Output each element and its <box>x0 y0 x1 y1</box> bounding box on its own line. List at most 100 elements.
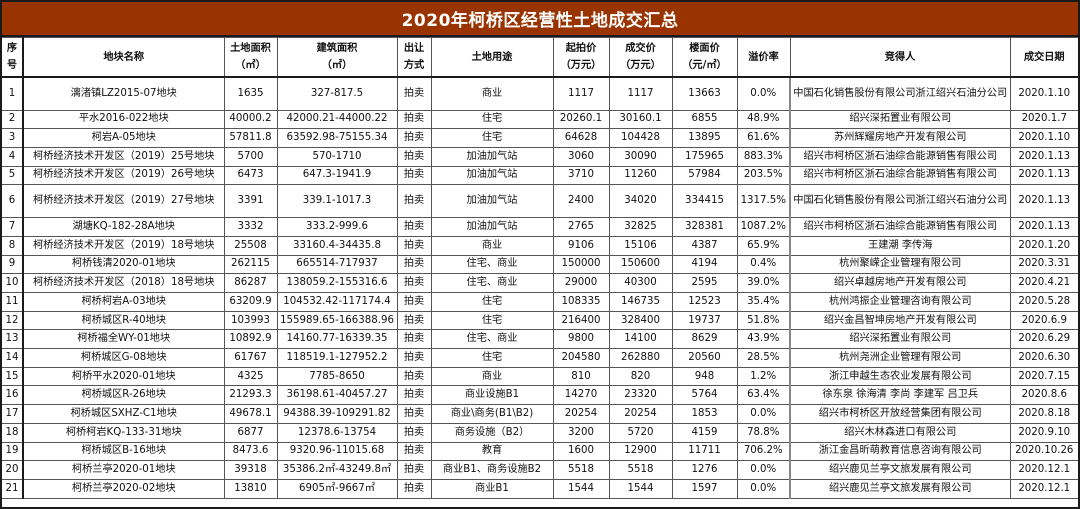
cell-use: 商业B1 <box>430 478 554 499</box>
column-header-bidder: 竞得人 <box>789 37 1011 78</box>
cell-land-area: 40000.2 <box>223 109 278 130</box>
cell-deal-price: 146735 <box>608 292 673 312</box>
cell-use: 加油加气站 <box>430 165 554 186</box>
table-row: 6 柯桥经济技术开发区（2019）27号地块 3391 339.1-1017.3 拍卖加… <box>2 184 1078 219</box>
cell-use: 住宅 <box>430 348 554 368</box>
cell-premium: 39.0% <box>736 273 791 293</box>
cell-premium: 61.6% <box>736 128 791 148</box>
cell-no: 5 <box>2 165 24 186</box>
cell-method: 拍卖 <box>396 165 432 186</box>
cell-building-area: 6905㎡-9667㎡ <box>276 478 398 499</box>
cell-start-price: 1600 <box>552 441 610 462</box>
cell-land-area: 4325 <box>223 366 278 387</box>
cell-method: 拍卖 <box>396 460 432 480</box>
cell-no: 6 <box>2 184 24 219</box>
cell-building-area: 33160.4-34435.8 <box>276 235 398 256</box>
cell-building-area: 35386.2㎡-43249.8㎡ <box>276 460 398 480</box>
cell-use: 商业设施B1 <box>430 385 554 406</box>
cell-use: 商务设施（B2） <box>430 422 554 443</box>
cell-land-area: 10892.9 <box>223 329 278 350</box>
column-header-label: 起拍价 <box>565 43 597 54</box>
column-header-premium: 溢价率 <box>736 37 791 78</box>
cell-building-area: 94388.39-109291.82 <box>276 404 398 424</box>
column-header-unit: 方式 <box>403 60 425 71</box>
cell-deal-price: 40300 <box>608 273 673 293</box>
cell-deal-price: 328400 <box>608 310 673 331</box>
cell-method: 拍卖 <box>396 146 432 167</box>
cell-land-area: 6473 <box>223 165 278 186</box>
cell-building-area: 665514-717937 <box>276 254 398 275</box>
cell-name: 柯桥城区R-26地块 <box>22 385 225 406</box>
cell-land-area: 39318 <box>223 460 278 480</box>
cell-building-area: 42000.21-44000.22 <box>276 109 398 130</box>
cell-method: 拍卖 <box>396 292 432 312</box>
cell-land-area: 49678.1 <box>223 404 278 424</box>
column-header-label: 序 <box>6 43 18 54</box>
cell-building-area: 155989.65-166388.96 <box>276 310 398 331</box>
cell-use: 住宅 <box>430 109 554 130</box>
header-row: 序号 地块名称 土地面积 （㎡） 建筑面积 （㎡） 出让 方式 土地用途 起拍价 （万元） 成交价 （万… <box>2 37 1078 78</box>
cell-land-area: 57811.8 <box>223 128 278 148</box>
cell-date: 2020.1.20 <box>1009 235 1078 256</box>
cell-bidder: 绍兴市柯桥区浙石油综合能源销售有限公司 <box>789 217 1011 237</box>
table-row: 3 柯岩A-05地块 57811.8 63592.98-75155.34 拍卖 住宅 646… <box>2 128 1078 148</box>
table-row: 12 柯桥城区R-40地块 103993 155989.65-166388.96 拍卖住… <box>2 310 1078 331</box>
cell-land-area: 86287 <box>223 273 278 293</box>
cell-floor-price: 4159 <box>671 422 738 443</box>
column-header-label: 地块名称 <box>103 51 145 63</box>
cell-building-area: 9320.96-11015.68 <box>276 441 398 462</box>
cell-date: 2020.1.13 <box>1009 146 1078 167</box>
cell-land-area: 13810 <box>223 478 278 499</box>
cell-premium: 706.2% <box>736 441 791 462</box>
cell-deal-price: 5720 <box>608 422 673 443</box>
column-header-land-area: 土地面积 （㎡） <box>223 37 278 78</box>
cell-no: 2 <box>2 109 24 130</box>
cell-name: 柯桥经济技术开发区（2019）27号地块 <box>22 184 225 219</box>
cell-floor-price: 13663 <box>671 76 738 111</box>
cell-no: 14 <box>2 348 24 368</box>
cell-land-area: 1635 <box>223 76 278 111</box>
cell-name: 柯桥经济技术开发区（2019）25号地块 <box>22 146 225 167</box>
cell-premium: 48.9% <box>736 109 791 130</box>
cell-land-area: 6877 <box>223 422 278 443</box>
column-header-label: 土地用途 <box>471 51 513 63</box>
column-header-use: 土地用途 <box>430 37 554 78</box>
cell-start-price: 216400 <box>552 310 610 331</box>
cell-no: 12 <box>2 310 24 331</box>
table-row: 5 柯桥经济技术开发区（2019）26号地块 6473 647.3-1941.9 拍卖加… <box>2 165 1078 186</box>
cell-deal-price: 20254 <box>608 404 673 424</box>
cell-floor-price: 1853 <box>671 404 738 424</box>
cell-name: 柯桥经济技术开发区（2019）18号地块 <box>22 235 225 256</box>
cell-land-area: 21293.3 <box>223 385 278 406</box>
cell-deal-price: 820 <box>608 366 673 387</box>
cell-use: 住宅、商业 <box>430 273 554 293</box>
cell-deal-price: 34020 <box>608 184 673 219</box>
cell-premium: 78.8% <box>736 422 791 443</box>
table-row: 16 柯桥城区R-26地块 21293.3 36198.61-40457.27 拍卖 商业… <box>2 385 1078 406</box>
cell-method: 拍卖 <box>396 348 432 368</box>
cell-start-price: 9106 <box>552 235 610 256</box>
cell-bidder: 绍兴木林森进口有限公司 <box>789 422 1011 443</box>
cell-method: 拍卖 <box>396 128 432 148</box>
cell-use: 住宅 <box>430 292 554 312</box>
table-row: 13 柯桥福全WY-01地块 10892.9 14160.77-16339.35 拍卖住… <box>2 329 1078 350</box>
column-header-date: 成交日期 <box>1009 37 1078 78</box>
cell-method: 拍卖 <box>396 385 432 406</box>
cell-bidder: 苏州辉耀房地产开发有限公司 <box>789 128 1011 148</box>
cell-no: 1 <box>2 76 24 111</box>
cell-premium: 1087.2% <box>736 217 791 237</box>
cell-date: 2020.8.18 <box>1009 404 1078 424</box>
cell-date: 2020.12.1 <box>1009 460 1078 480</box>
column-header-floor-price: 楼面价 （元/㎡） <box>671 37 738 78</box>
cell-start-price: 9800 <box>552 329 610 350</box>
cell-floor-price: 19737 <box>671 310 738 331</box>
column-header-unit: （㎡） <box>321 60 353 71</box>
cell-floor-price: 13895 <box>671 128 738 148</box>
cell-land-area: 262115 <box>223 254 278 275</box>
cell-floor-price: 328381 <box>671 217 738 237</box>
cell-no: 16 <box>2 385 24 406</box>
cell-date: 2020.1.13 <box>1009 217 1078 237</box>
cell-name: 柯桥钱清2020-01地块 <box>22 254 225 275</box>
cell-method: 拍卖 <box>396 217 432 237</box>
cell-land-area: 61767 <box>223 348 278 368</box>
